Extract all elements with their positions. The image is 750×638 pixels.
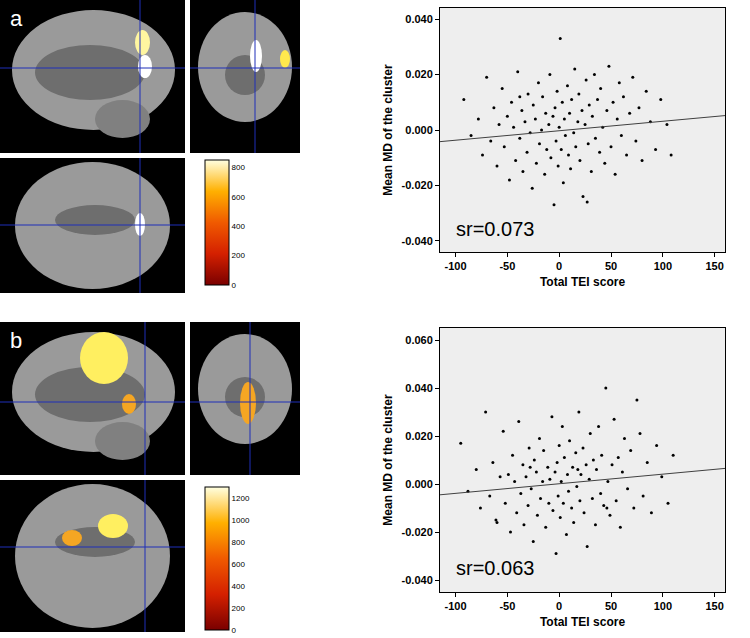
svg-text:Mean MD of the cluster: Mean MD of the cluster (381, 394, 395, 526)
svg-text:200: 200 (232, 604, 246, 613)
svg-text:200: 200 (232, 251, 246, 260)
svg-text:800: 800 (232, 538, 246, 547)
svg-text:-0.040: -0.040 (402, 235, 433, 247)
svg-text:0.000: 0.000 (405, 478, 433, 490)
svg-text:400: 400 (232, 582, 246, 591)
svg-text:150: 150 (705, 600, 723, 612)
svg-text:-0.020: -0.020 (402, 526, 433, 538)
svg-text:sr=0.073: sr=0.073 (456, 218, 534, 240)
svg-text:100: 100 (654, 260, 672, 272)
svg-text:50: 50 (605, 600, 617, 612)
svg-text:b: b (10, 328, 22, 353)
svg-text:1200: 1200 (232, 494, 250, 503)
svg-text:0.060: 0.060 (405, 334, 433, 346)
svg-text:-100: -100 (445, 260, 467, 272)
svg-text:0: 0 (232, 626, 237, 635)
svg-text:150: 150 (705, 260, 723, 272)
svg-text:-50: -50 (499, 600, 515, 612)
svg-text:Total TEI score: Total TEI score (540, 615, 625, 629)
svg-text:400: 400 (232, 222, 246, 231)
svg-text:50: 50 (605, 260, 617, 272)
svg-text:Mean MD of the cluster: Mean MD of the cluster (381, 64, 395, 196)
svg-text:0.040: 0.040 (405, 382, 433, 394)
svg-text:-100: -100 (445, 600, 467, 612)
svg-text:600: 600 (232, 193, 246, 202)
svg-text:a: a (10, 6, 23, 31)
svg-text:Total TEI score: Total TEI score (540, 275, 625, 289)
svg-text:sr=0.063: sr=0.063 (456, 557, 534, 579)
svg-text:-0.020: -0.020 (402, 179, 433, 191)
svg-text:0: 0 (556, 600, 562, 612)
svg-text:0.020: 0.020 (405, 68, 433, 80)
svg-text:0.000: 0.000 (405, 124, 433, 136)
svg-text:800: 800 (232, 163, 246, 172)
svg-text:0.020: 0.020 (405, 430, 433, 442)
svg-text:100: 100 (654, 600, 672, 612)
svg-text:-0.040: -0.040 (402, 574, 433, 586)
svg-text:600: 600 (232, 560, 246, 569)
svg-text:0: 0 (556, 260, 562, 272)
svg-text:0: 0 (232, 281, 237, 290)
svg-text:-50: -50 (499, 260, 515, 272)
svg-text:1000: 1000 (232, 516, 250, 525)
svg-text:0.040: 0.040 (405, 13, 433, 25)
